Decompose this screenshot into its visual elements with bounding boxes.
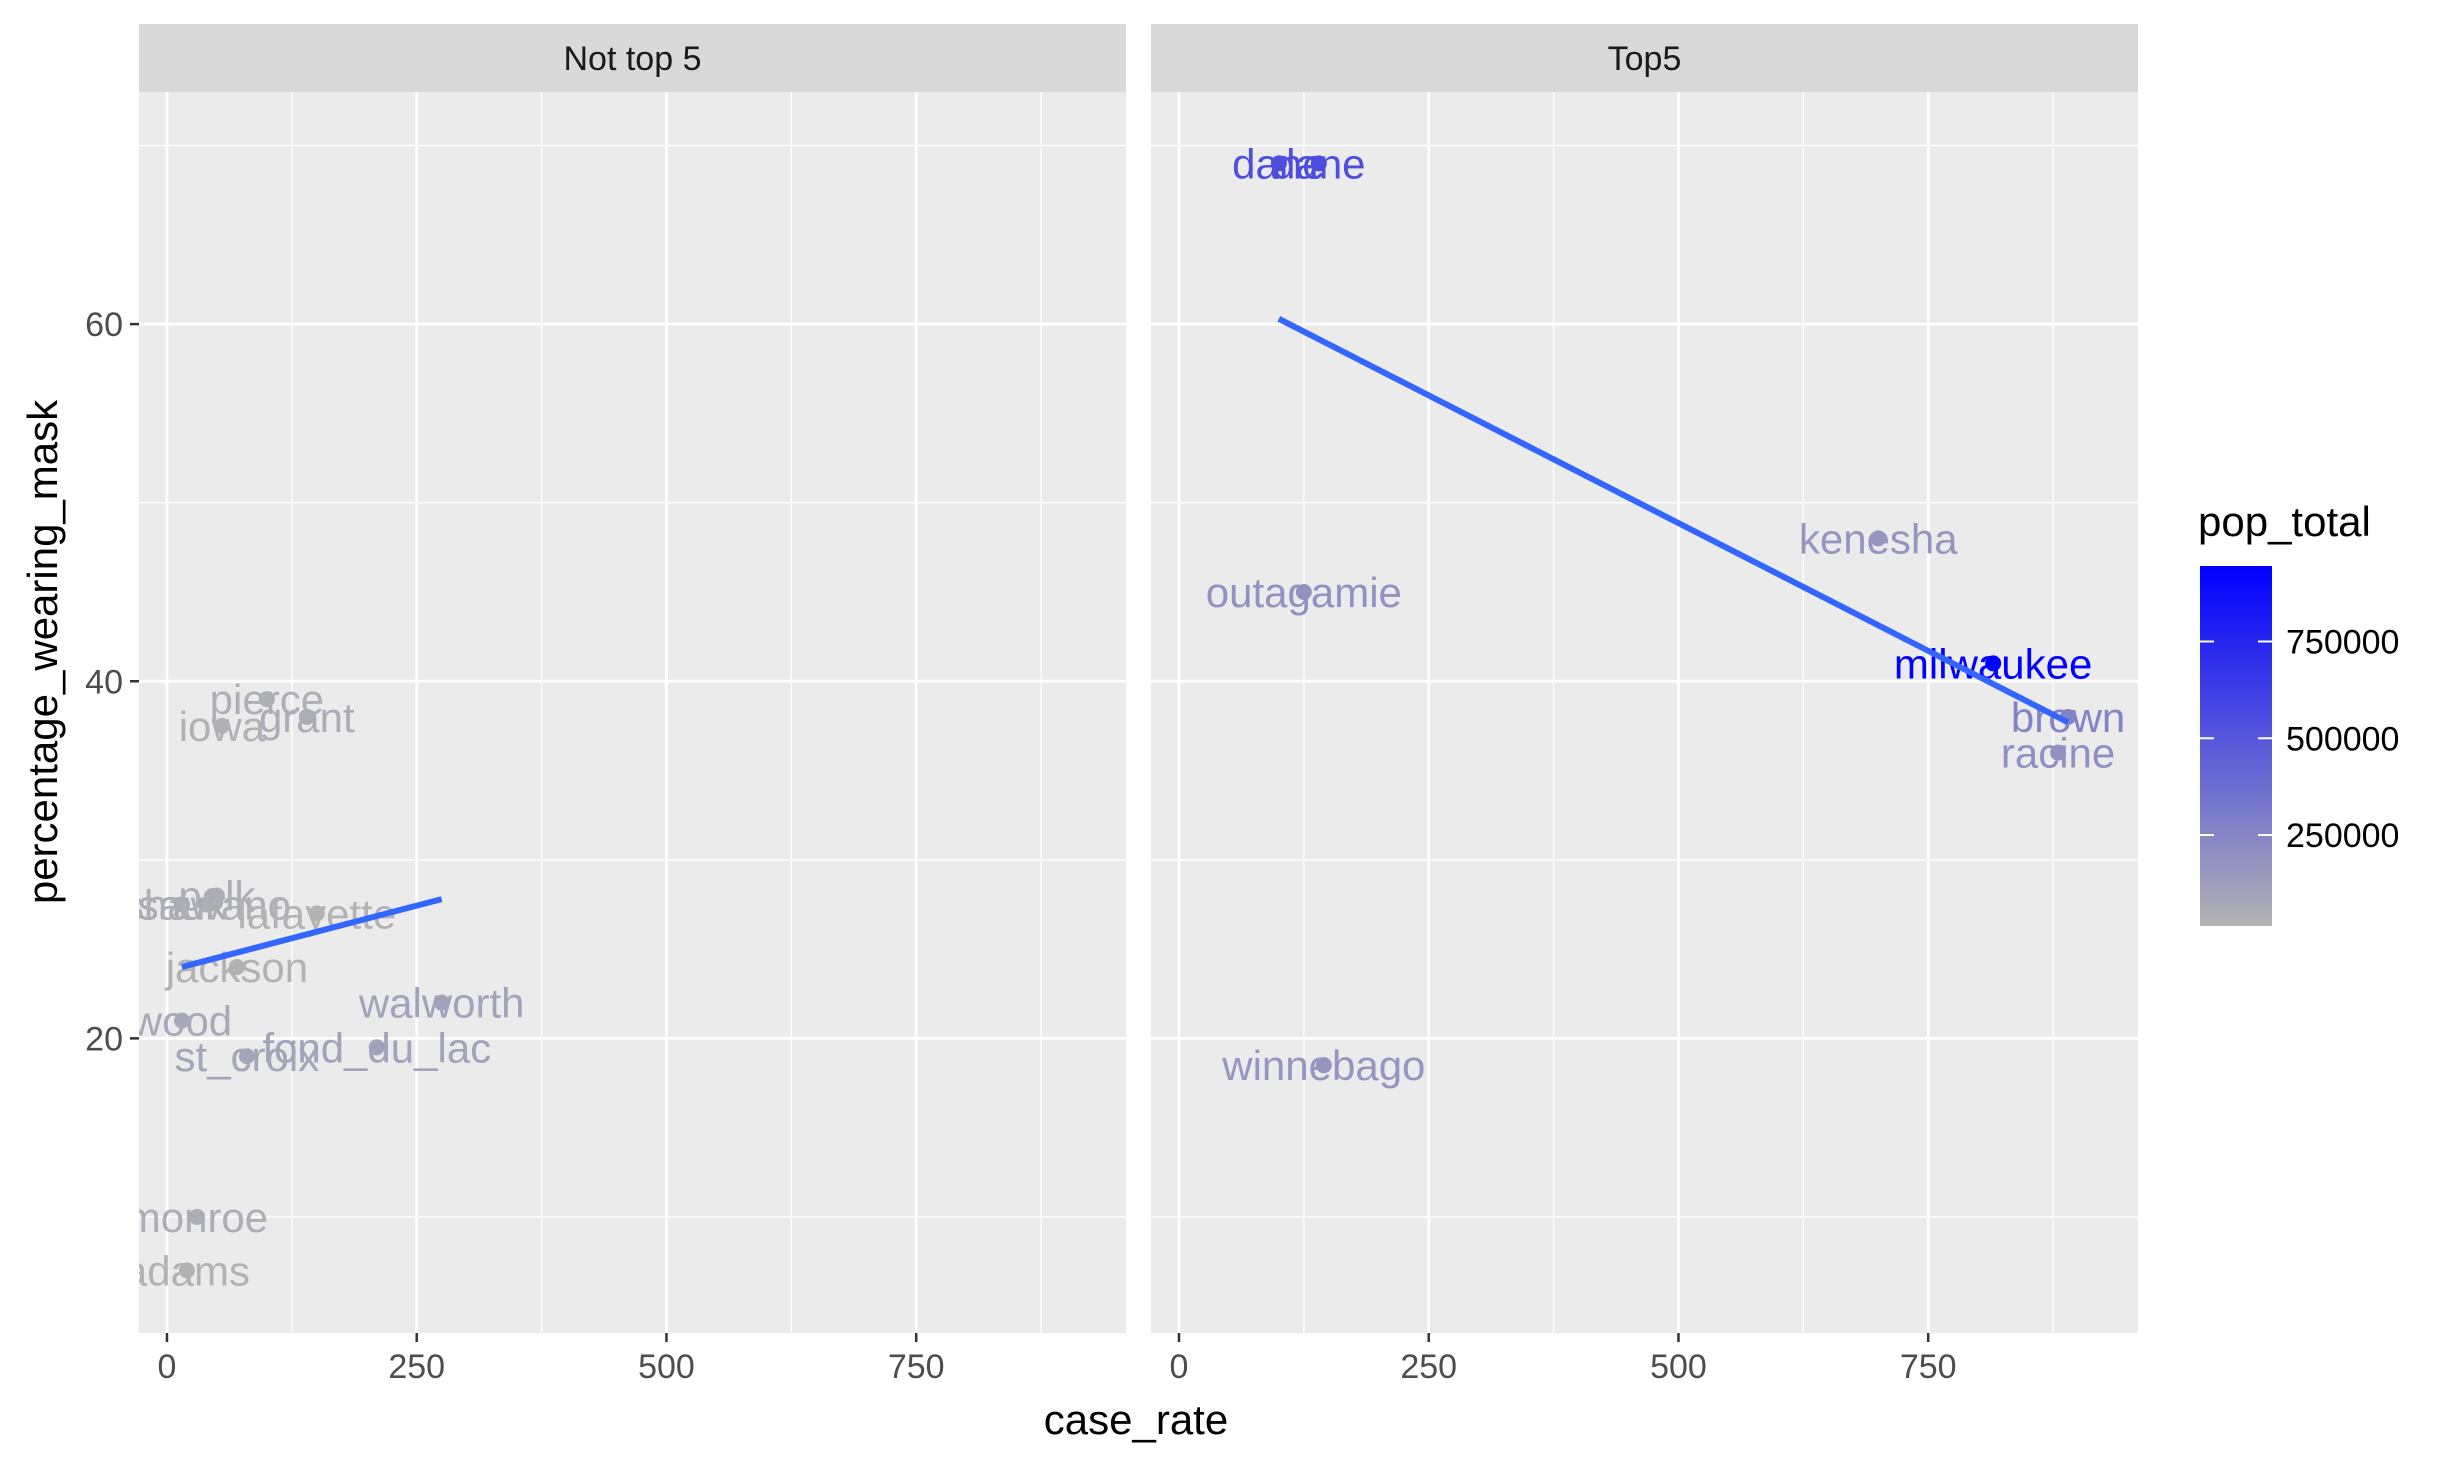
point-label: walworth	[358, 980, 525, 1027]
facet-strip-label: Not top 5	[564, 40, 702, 78]
point-label: grant	[259, 694, 355, 741]
point-label: racine	[2001, 730, 2115, 777]
data-point	[198, 896, 215, 913]
data-point	[173, 896, 190, 913]
data-point	[368, 1039, 385, 1056]
x-tick-label: 0	[1170, 1348, 1189, 1386]
point-label: winnebago	[1221, 1042, 1425, 1089]
data-point	[258, 691, 275, 708]
point-label: outagamie	[1206, 569, 1402, 616]
point-label: fond_du_lac	[262, 1024, 491, 1071]
panel-plot-area: pierceiowagrantpolksaukshawanolafayettej…	[123, 676, 525, 1295]
point-label: iowa	[179, 703, 266, 750]
data-point	[1985, 655, 2002, 672]
point-label: kenesha	[1799, 515, 1958, 562]
data-point	[433, 994, 450, 1011]
x-tick-label: 0	[158, 1348, 177, 1386]
x-tick-label: 500	[638, 1348, 695, 1386]
facet-strip	[139, 24, 1126, 92]
x-tick-label: 750	[888, 1348, 945, 1386]
facet-strip	[1151, 24, 2138, 92]
point-label: shawano	[123, 881, 291, 928]
point-label: sauk	[138, 881, 228, 928]
data-point	[228, 958, 245, 975]
data-point	[1310, 155, 1327, 172]
legend-tick-label: 750000	[2286, 623, 2399, 661]
x-tick-label: 750	[1900, 1348, 1957, 1386]
facet-panel: Not top 5pierceiowagrantpolksaukshawanol…	[85, 24, 1126, 1386]
point-label: polk	[178, 873, 256, 920]
legend-tick-label: 500000	[2286, 720, 2399, 758]
legend-title: pop_total	[2198, 498, 2371, 545]
point-label: dane	[1232, 140, 1325, 187]
x-axis-title: case_rate	[1044, 1396, 1228, 1443]
data-point	[308, 905, 325, 922]
facet-strip-label: Top5	[1608, 40, 1682, 78]
x-tick-label: 250	[388, 1348, 445, 1386]
point-label: pierce	[210, 676, 324, 723]
trend-line	[1277, 316, 2070, 725]
facet-panel: Top5danedanekeneshaoutagamiemilwaukeebro…	[1151, 24, 2138, 1386]
color-legend: pop_total 250000 500000 750000	[2198, 498, 2399, 926]
data-point	[213, 717, 230, 734]
data-point	[1295, 583, 1312, 600]
data-point	[1270, 155, 1287, 172]
x-tick-label: 250	[1400, 1348, 1457, 1386]
point-label: dane	[1272, 140, 1365, 187]
panel-background	[1151, 92, 2138, 1333]
x-tick-label: 500	[1650, 1348, 1707, 1386]
data-point	[2050, 744, 2067, 761]
data-point	[1315, 1057, 1332, 1074]
trend-line	[181, 896, 443, 970]
data-point	[238, 1048, 255, 1065]
legend-ticks: 250000 500000 750000	[2200, 623, 2399, 855]
point-label: wood	[131, 998, 232, 1045]
data-point	[178, 1262, 195, 1279]
y-tick-label: 20	[85, 1020, 123, 1058]
data-point	[1870, 530, 1887, 547]
point-label: monroe	[126, 1194, 268, 1241]
point-label: st_croix	[175, 1033, 320, 1080]
legend-tick-label: 250000	[2286, 817, 2399, 855]
y-tick-label: 60	[85, 306, 123, 344]
y-tick-label: 40	[85, 663, 123, 701]
point-label: adams	[124, 1248, 250, 1295]
data-point	[173, 1012, 190, 1029]
facet-panels: Not top 5pierceiowagrantpolksaukshawanol…	[85, 24, 2138, 1386]
data-point	[298, 708, 315, 725]
y-axis-title: percentage_wearing_mask	[19, 399, 66, 904]
panel-plot-area: danedanekeneshaoutagamiemilwaukeebrownra…	[1206, 140, 2125, 1089]
legend-colorbar	[2200, 566, 2272, 926]
data-point	[188, 1208, 205, 1225]
